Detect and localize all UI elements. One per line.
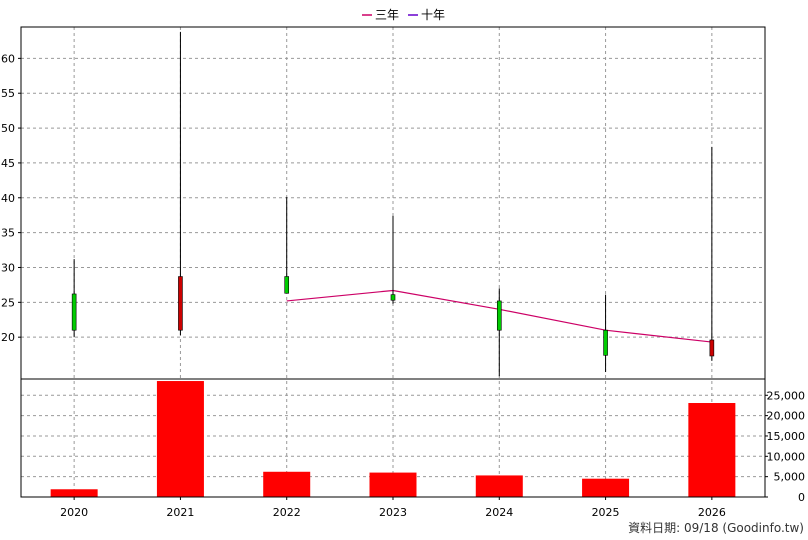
candle-body bbox=[390, 294, 396, 301]
candle-body bbox=[178, 276, 183, 331]
candle-body bbox=[603, 329, 608, 356]
candle-body bbox=[496, 300, 502, 331]
candle-body bbox=[284, 276, 290, 294]
candle-body bbox=[71, 293, 77, 331]
x-tick-label: 2021 bbox=[166, 506, 194, 519]
volume-bar bbox=[263, 471, 311, 497]
volume-bar bbox=[582, 478, 630, 497]
tick-labels: 20253035404550556005,00010,00015,00020,0… bbox=[1, 52, 805, 519]
volume-bar bbox=[369, 472, 417, 497]
legend-label-ten-year: 十年 bbox=[421, 8, 445, 22]
volume-tick-label: 0 bbox=[798, 491, 805, 504]
candles bbox=[71, 31, 715, 377]
volume-bar bbox=[688, 403, 736, 497]
x-tick-label: 2020 bbox=[60, 506, 88, 519]
volume-bars bbox=[50, 381, 736, 497]
x-tick-label: 2023 bbox=[379, 506, 407, 519]
volume-bar bbox=[156, 381, 204, 497]
price-tick-label: 40 bbox=[1, 192, 15, 205]
volume-bar bbox=[50, 489, 98, 497]
candle-body bbox=[709, 339, 715, 357]
legend-label-three-year: 三年 bbox=[375, 8, 399, 22]
x-tick-label: 2026 bbox=[698, 506, 726, 519]
volume-tick-label: 5,000 bbox=[774, 471, 806, 484]
price-tick-label: 50 bbox=[1, 122, 15, 135]
x-tick-label: 2022 bbox=[273, 506, 301, 519]
price-tick-label: 55 bbox=[1, 87, 15, 100]
x-tick-label: 2025 bbox=[592, 506, 620, 519]
x-tick-label: 2024 bbox=[485, 506, 513, 519]
price-tick-label: 25 bbox=[1, 296, 15, 309]
footer-source: 資料日期: 09/18 (Goodinfo.tw) bbox=[628, 521, 804, 535]
volume-tick-label: 10,000 bbox=[767, 450, 806, 463]
volume-bar bbox=[475, 475, 523, 497]
volume-tick-label: 25,000 bbox=[767, 389, 806, 402]
price-tick-label: 45 bbox=[1, 157, 15, 170]
price-tick-label: 30 bbox=[1, 261, 15, 274]
volume-tick-label: 15,000 bbox=[767, 430, 806, 443]
price-tick-label: 35 bbox=[1, 227, 15, 240]
price-tick-label: 60 bbox=[1, 52, 15, 65]
price-tick-label: 20 bbox=[1, 331, 15, 344]
legend: 三年 十年 bbox=[362, 8, 445, 22]
volume-tick-label: 20,000 bbox=[767, 410, 806, 423]
